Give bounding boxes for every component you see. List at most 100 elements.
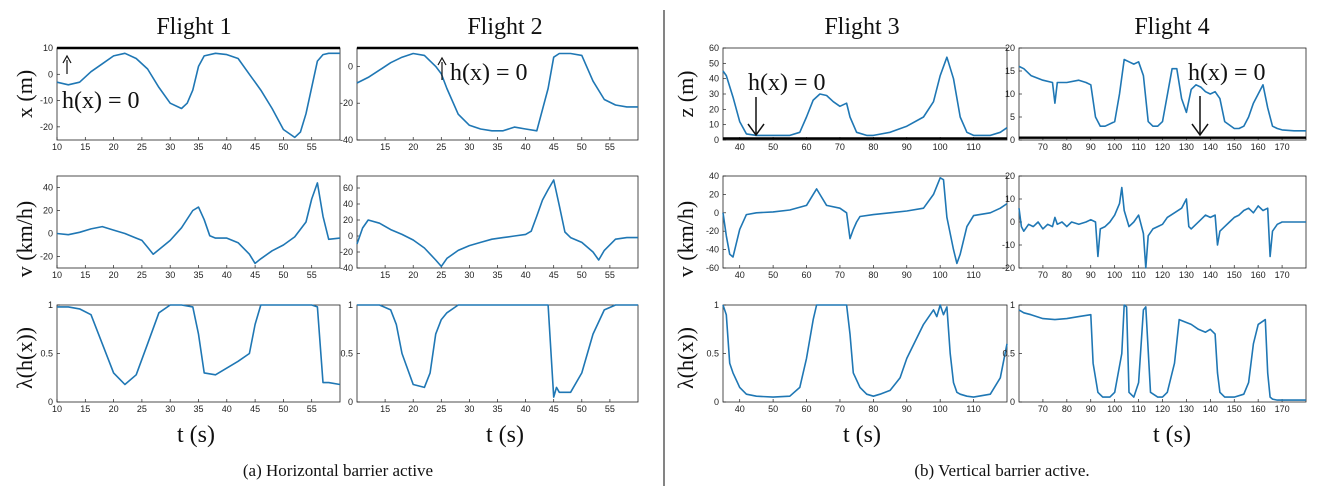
y-tick-label: -40 [340,263,353,273]
x-tick-label: 170 [1275,404,1290,414]
arrow-head [1191,123,1209,137]
y-tick-label: 10 [1005,89,1015,99]
x-tick-label: 15 [80,270,90,280]
x-tick-label: 40 [735,270,745,280]
flight-1-title: Flight 1 [156,14,231,40]
panel-flight-1-position: 10 15 20 25 30 35 40 45 50 55 -20 -10 0 10 [40,43,341,152]
y-tick-label: 60 [343,183,353,193]
x-tick-label: 80 [1062,404,1072,414]
plot-frame [722,304,1008,403]
x-tick-label: 55 [307,142,317,152]
x-tick-label: 45 [549,142,559,152]
x-tick-label: 45 [549,404,559,414]
x-tick-label: 40 [222,270,232,280]
panel-flight-4-position: 70 80 90 100 110 120 130 140 150 160 170 0 5 10 15 20 [1005,43,1307,152]
x-tick-label: 20 [408,270,418,280]
annotation-flight-4: h(x) = 0 [1188,60,1266,137]
x-tick-label: 55 [307,404,317,414]
y-tick-label: 10 [43,43,53,53]
caption-b: (b) Vertical barrier active. [914,461,1089,480]
y-tick-label: -10 [1002,240,1015,250]
plot-frame [56,304,341,403]
y-tick-label: 30 [709,89,719,99]
x-tick-label: 110 [1131,404,1145,414]
panel-flight-4-velocity: 70 80 90 100 110 120 130 140 150 160 170 -20 -10 0 10 2… [1002,171,1307,280]
x-tick-label: 25 [436,404,446,414]
annotation-label: h(x) = 0 [1188,60,1266,86]
x-tick-label: 90 [902,404,912,414]
y-tick-label: -20 [1002,263,1015,273]
x-tick-label: 90 [1086,404,1096,414]
x-tick-label: 55 [605,404,615,414]
y-tick-label: -40 [706,245,719,255]
y-tick-label: 0.5 [706,349,719,359]
y-tick-label: 20 [1005,43,1015,53]
x-tick-label: 50 [577,404,587,414]
annotation-flight-1: h(x) = 0 [62,54,140,114]
x-tick-label: 25 [436,142,446,152]
x-tick-label: 15 [380,142,390,152]
x-tick-label: 100 [1107,404,1122,414]
plot-frame [356,175,639,269]
ylabel-x-left: x (m) [12,70,37,118]
plot-frame [1018,175,1307,269]
x-tick-label: 90 [902,270,912,280]
series-line [722,56,1008,137]
arrow-head [747,123,765,137]
panel-flight-3-velocity: 40 50 60 70 80 90 100 110 -60 -40 -20 0 20 40 [706,171,1008,280]
x-tick-label: 40 [735,142,745,152]
x-tick-label: 130 [1179,270,1194,280]
x-tick-label: 90 [1086,270,1096,280]
x-tick-label: 30 [464,404,474,414]
arrow-head [437,56,447,66]
x-tick-label: 50 [577,142,587,152]
x-tick-label: 80 [1062,270,1072,280]
series-line [57,304,341,386]
y-tick-label: 60 [709,43,719,53]
x-tick-label: 45 [250,270,260,280]
x-tick-label: 70 [835,404,845,414]
x-tick-label: 80 [868,404,878,414]
x-tick-label: 160 [1251,270,1266,280]
x-tick-label: 30 [165,142,175,152]
x-tick-label: 30 [464,142,474,152]
y-tick-label: 20 [43,206,53,216]
x-tick-label: 120 [1155,142,1170,152]
x-tick-label: 15 [380,404,390,414]
x-tick-label: 70 [835,142,845,152]
y-tick-label: 0 [1010,135,1015,145]
x-tick-label: 100 [933,142,948,152]
y-tick-label: 10 [1005,194,1015,204]
x-tick-label: 35 [492,270,502,280]
series-line [356,52,638,132]
x-tick-label: 15 [380,270,390,280]
x-tick-label: 50 [768,404,778,414]
y-tick-label: -20 [40,252,53,262]
xlabel-flight-2: t (s) [486,422,524,448]
x-tick-label: 35 [492,404,502,414]
series-line [356,179,638,268]
y-tick-label: 0 [1010,397,1015,407]
x-tick-label: 110 [1131,270,1145,280]
annotation-flight-2: h(x) = 0 [437,56,528,86]
plot-frame [356,304,639,403]
x-tick-label: 120 [1155,404,1170,414]
y-tick-label: 0 [48,69,53,79]
x-tick-label: 50 [278,404,288,414]
x-tick-label: 30 [165,270,175,280]
ylabel-lambda-right: λ(h(x)) [673,327,698,389]
x-tick-label: 100 [1107,270,1122,280]
y-tick-label: 20 [709,104,719,114]
y-tick-label: 20 [709,189,719,199]
x-tick-label: 40 [222,404,232,414]
annotation-label: h(x) = 0 [62,88,140,114]
x-tick-label: 140 [1203,142,1218,152]
x-tick-label: 30 [464,270,474,280]
y-tick-label: -40 [340,135,353,145]
caption-a: (a) Horizontal barrier active [243,461,433,480]
x-tick-label: 80 [868,142,878,152]
x-tick-label: 110 [966,270,980,280]
y-tick-label: 0 [714,397,719,407]
series-line [722,304,1008,398]
y-tick-label: 40 [709,74,719,84]
